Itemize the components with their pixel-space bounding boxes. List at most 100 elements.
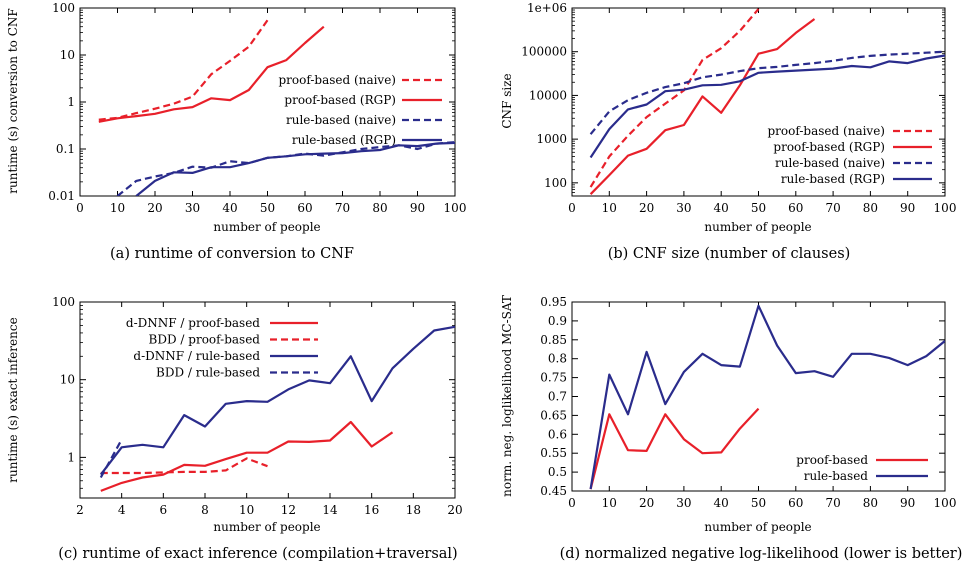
y-tick-label: 100 [544, 176, 567, 190]
x-tick-label: 20 [147, 201, 162, 215]
legend-label: proof-based (RGP) [284, 93, 396, 107]
series-line-proof-based-rgp [589, 18, 816, 195]
x-tick-label: 50 [751, 496, 766, 510]
y-tick-label: 100 [52, 1, 75, 15]
y-tick-label: 0.8 [548, 352, 567, 366]
y-tick-label: 0.95 [540, 295, 567, 309]
y-tick-label: 1000 [536, 132, 567, 146]
chart-panel-d: 0 10 20 30 40 50 60 70 80 90 100 0.45 0.5 0.55 0.6 0.65… [500, 295, 962, 562]
x-tick-label: 40 [714, 201, 729, 215]
x-tick-label: 10 [239, 503, 254, 517]
y-tick-label: 100 [52, 295, 75, 309]
x-tick-label: 10 [602, 201, 617, 215]
legend-label: d-DNNF / proof-based [126, 316, 260, 330]
y-tick-label: 10000 [529, 88, 567, 102]
legend: d-DNNF / proof-based BDD / proof-based d-D… [126, 316, 318, 380]
x-tick-label: 60 [297, 201, 312, 215]
legend: proof-based (naive) proof-based (RGP) rule… [768, 124, 932, 186]
chart-panel-a: 0 10 20 30 40 50 60 70 80 90 100 0.01 0.1 1 10 100 numbe… [6, 1, 466, 262]
y-tick-label: 0.55 [540, 446, 567, 460]
series-line-d-dnnf-proof-based [100, 420, 394, 492]
series-group [589, 304, 945, 490]
series-group [589, 8, 945, 195]
x-tick-label: 90 [900, 496, 915, 510]
x-tick-label: 12 [281, 503, 296, 517]
series-line-rule-based-rgp [589, 54, 945, 159]
x-tick-label: 14 [322, 503, 338, 517]
legend-label: rule-based (RGP) [781, 172, 885, 186]
series-line-rule-based [589, 304, 945, 490]
y-tick-label: 1e+06 [527, 1, 567, 15]
x-tick-label: 100 [934, 496, 957, 510]
x-tick-label: 80 [372, 201, 387, 215]
series-group [98, 19, 455, 196]
x-tick-label: 30 [676, 496, 691, 510]
legend-label: rule-based [804, 469, 869, 483]
y-tick-label: 0.6 [548, 427, 567, 441]
x-axis-label: number of people [213, 220, 320, 234]
y-tick-label: 0.75 [540, 371, 567, 385]
x-tick-label: 2 [76, 503, 84, 517]
legend-label: proof-based (RGP) [773, 140, 885, 154]
series-line-proof-based-naive [98, 19, 269, 121]
x-tick-label: 90 [900, 201, 915, 215]
x-tick-label: 40 [714, 496, 729, 510]
plot-frame [79, 7, 456, 197]
x-tick-label: 90 [410, 201, 425, 215]
series-line-bdd-rule-based [99, 438, 123, 479]
x-tick-label: 4 [118, 503, 126, 517]
y-tick-label: 0.5 [548, 465, 567, 479]
x-axis-label: number of people [704, 520, 811, 534]
y-tick-label: 0.7 [548, 390, 567, 404]
x-tick-label: 70 [825, 201, 840, 215]
legend-label: proof-based [796, 453, 868, 467]
legend: proof-based (naive) proof-based (RGP) rule… [279, 73, 442, 147]
y-axis-label: CNF size [500, 73, 514, 128]
panel-caption: (c) runtime of exact inference (compilat… [58, 546, 457, 562]
x-tick-label: 6 [160, 503, 168, 517]
x-tick-label: 100 [444, 201, 467, 215]
series-line-proof-based-naive [589, 8, 760, 188]
legend-label: BDD / proof-based [149, 333, 261, 347]
x-tick-label: 50 [751, 201, 766, 215]
legend-label: proof-based (naive) [768, 124, 886, 138]
legend-label: rule-based (naive) [775, 156, 885, 170]
series-line-bdd-proof-based [100, 457, 268, 475]
x-tick-label: 80 [863, 496, 878, 510]
y-axis-label: norm. neg. loglikelihood MC-SAT [500, 295, 514, 497]
plot-frame [571, 7, 946, 197]
x-tick-label: 20 [447, 503, 462, 517]
x-tick-label: 70 [335, 201, 350, 215]
legend-label: BDD / rule-based [156, 366, 260, 380]
x-tick-label: 10 [602, 496, 617, 510]
x-tick-label: 0 [568, 496, 576, 510]
legend-label: d-DNNF / rule-based [133, 349, 260, 363]
y-tick-label: 1 [67, 450, 75, 464]
y-tick-label: 100000 [521, 45, 567, 59]
x-tick-label: 70 [825, 496, 840, 510]
chart-panel-c: 2 4 6 8 10 12 14 16 18 20 1 10 100 number of people ru… [6, 295, 463, 562]
panel-caption: (d) normalized negative log-likelihood (… [560, 546, 962, 562]
y-tick-label: 0.65 [540, 408, 567, 422]
panel-caption: (a) runtime of conversion to CNF [110, 246, 354, 262]
series-line-d-dnnf-rule-based [99, 325, 455, 476]
y-tick-label: 10 [60, 373, 75, 387]
x-tick-label: 0 [76, 201, 84, 215]
series-line-rule-based-rgp [135, 141, 455, 196]
x-tick-label: 40 [222, 201, 237, 215]
series-line-rule-based-naive [589, 50, 945, 135]
y-tick-label: 1 [67, 95, 75, 109]
x-tick-label: 60 [788, 496, 803, 510]
x-axis-label: number of people [213, 520, 320, 534]
x-tick-label: 50 [260, 201, 275, 215]
series-line-proof-based-rgp [98, 25, 325, 123]
chart-panel-b: 0 10 20 30 40 50 60 70 80 90 100 100 1000 10000 100000… [500, 1, 956, 262]
y-tick-label: 10 [60, 48, 75, 62]
y-tick-label: 0.9 [548, 314, 567, 328]
legend-label: proof-based (naive) [279, 73, 397, 87]
x-tick-label: 18 [406, 503, 421, 517]
x-tick-label: 0 [568, 201, 576, 215]
panel-caption: (b) CNF size (number of clauses) [608, 246, 851, 262]
x-tick-label: 16 [364, 503, 379, 517]
y-tick-label: 0.01 [48, 189, 75, 203]
